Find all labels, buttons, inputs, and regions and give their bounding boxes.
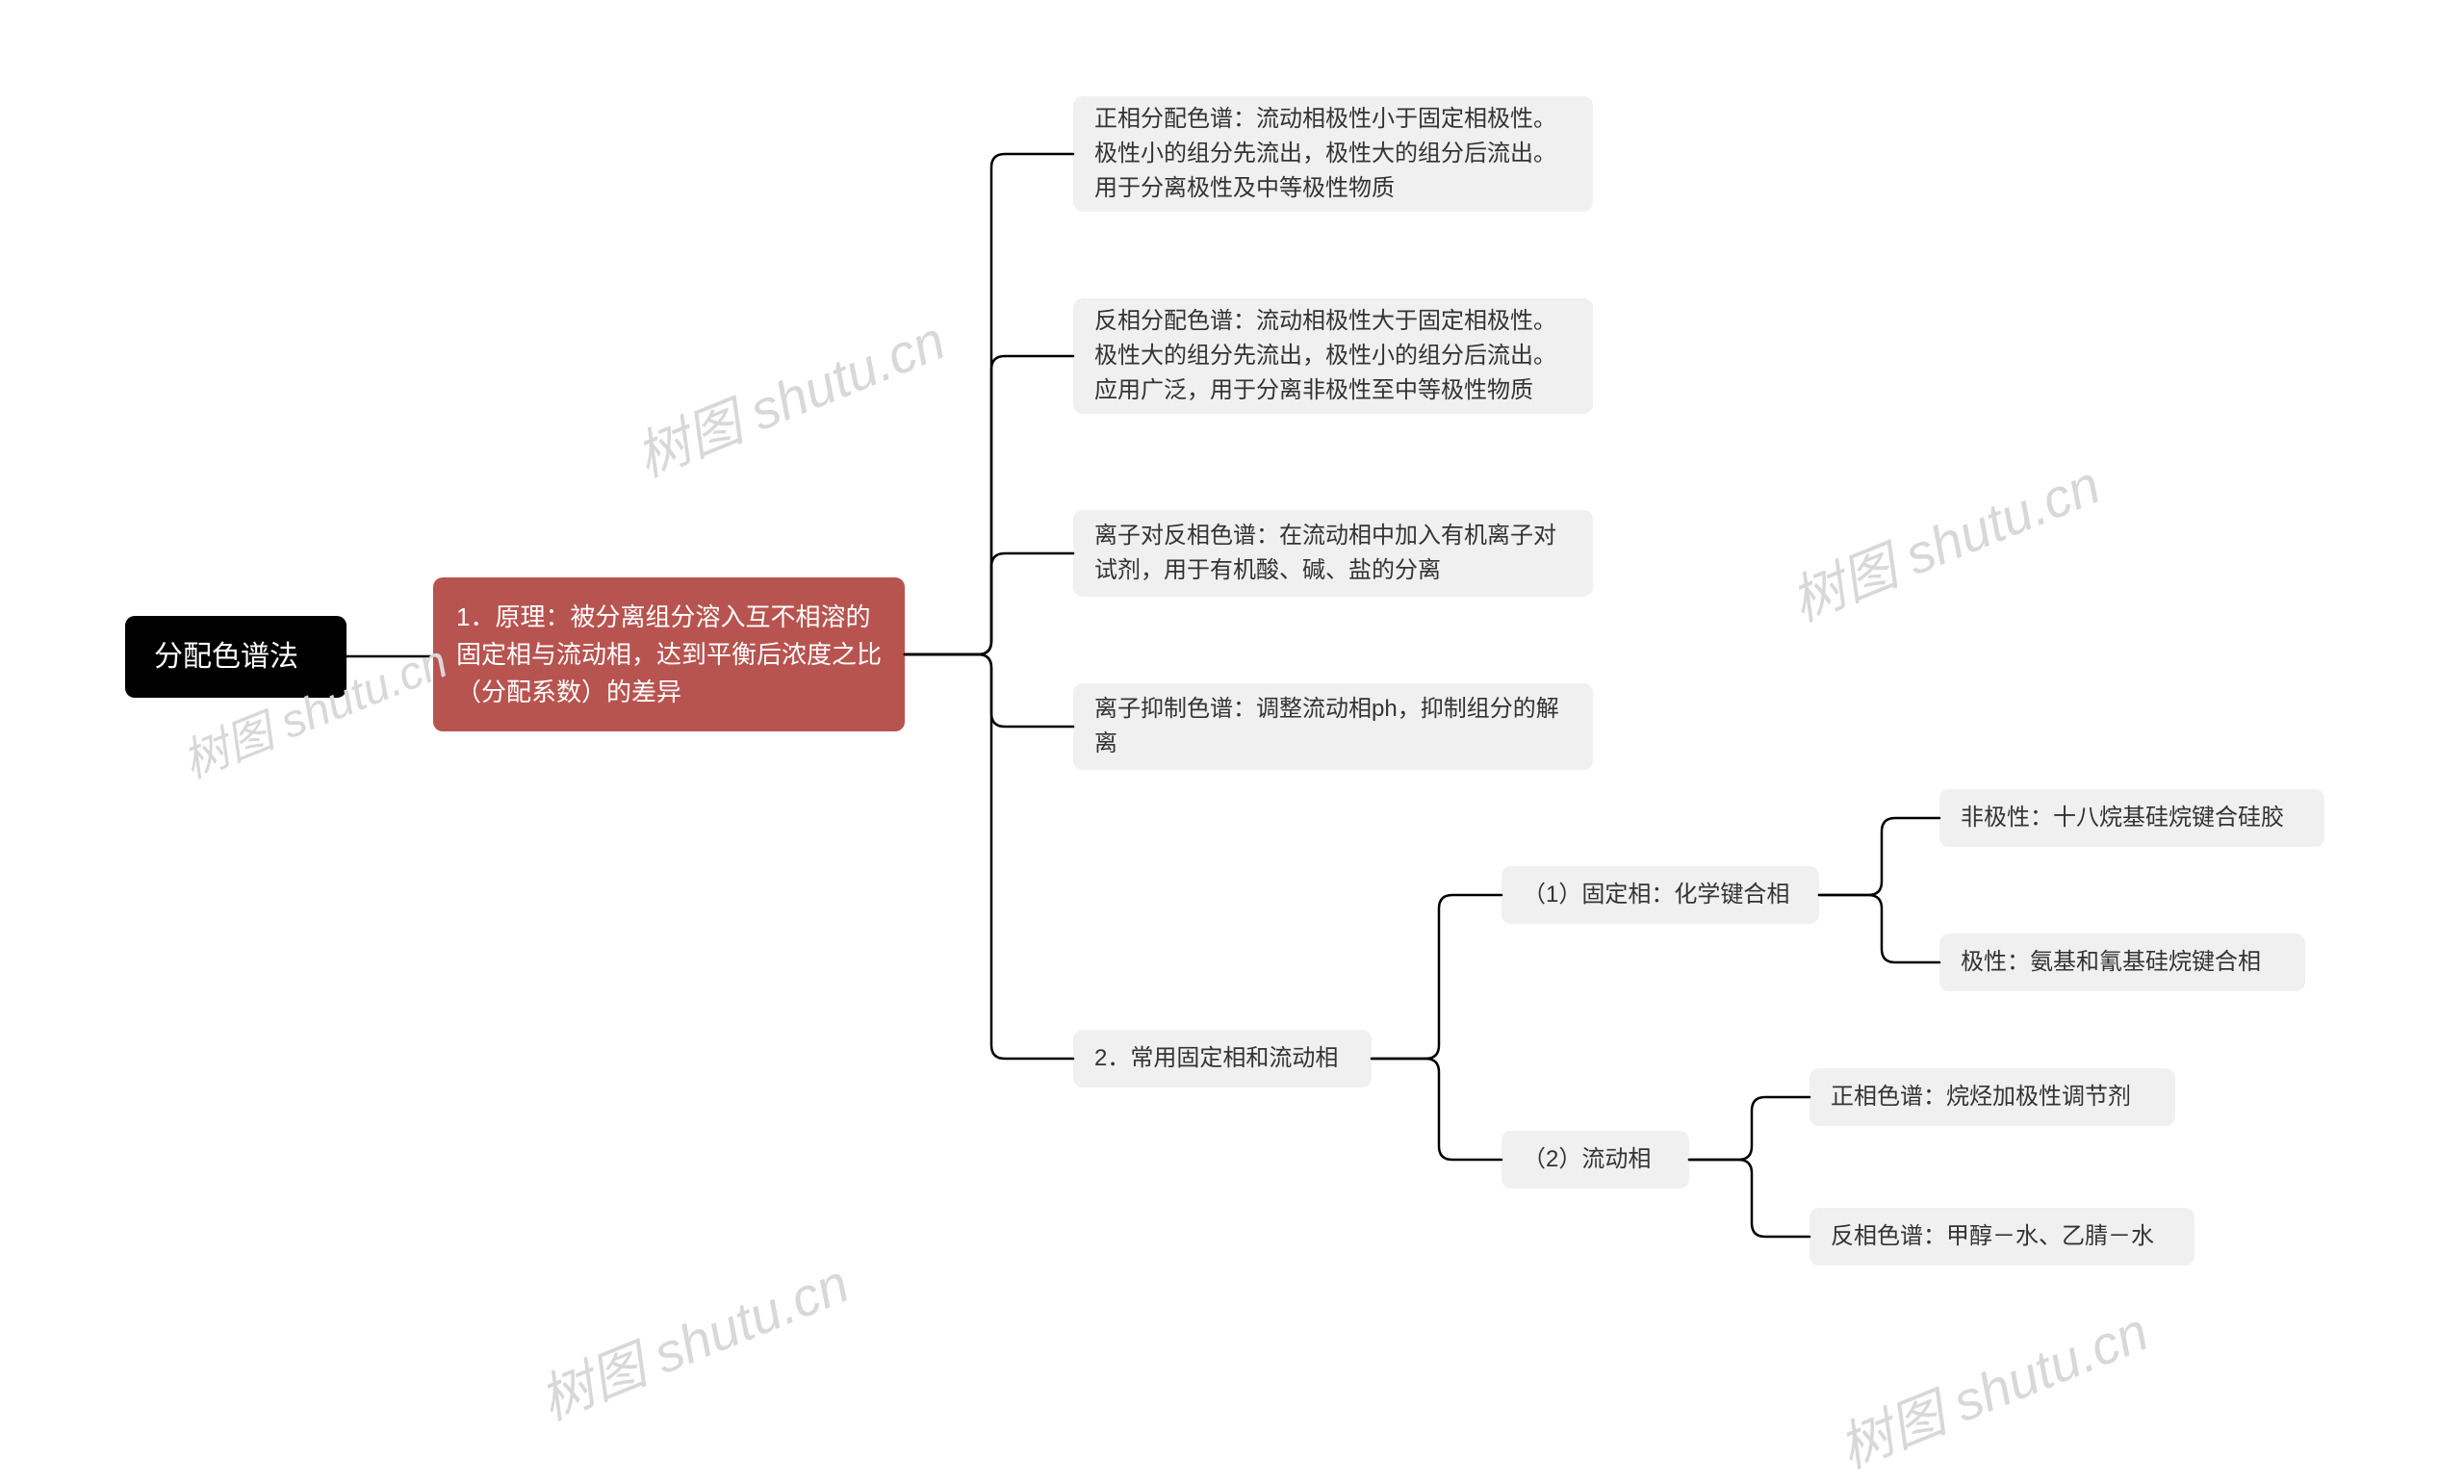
node-label: 离子对反相色谱：在流动相中加入有机离子对试剂，用于有机酸、碱、盐的分离 <box>1094 519 1572 588</box>
node-label: 离子抑制色谱：调整流动相ph，抑制组分的解离 <box>1094 692 1572 761</box>
mindmap-node-reverse-phase[interactable]: 反相分配色谱：流动相极性大于固定相极性。极性大的组分先流出，极性小的组分后流出。… <box>1073 298 1593 414</box>
mindmap-node-normal-phase[interactable]: 正相分配色谱：流动相极性小于固定相极性。极性小的组分先流出，极性大的组分后流出。… <box>1073 96 1593 212</box>
mindmap-node-ion-pair[interactable]: 离子对反相色谱：在流动相中加入有机离子对试剂，用于有机酸、碱、盐的分离 <box>1073 510 1593 597</box>
node-label: 1．原理：被分离组分溶入互不相溶的固定相与流动相，达到平衡后浓度之比（分配系数）… <box>456 599 882 711</box>
node-label: 正相分配色谱：流动相极性小于固定相极性。极性小的组分先流出，极性大的组分后流出。… <box>1094 102 1572 206</box>
mindmap-node-mobile-phase[interactable]: （2）流动相 <box>1502 1131 1689 1189</box>
root-label: 分配色谱法 <box>154 635 298 678</box>
watermark: 树图 shutu.cn <box>1826 1289 2158 1483</box>
watermark: 树图 shutu.cn <box>526 1241 859 1435</box>
node-label: 非极性：十八烷基硅烷键合硅胶 <box>1961 801 2284 835</box>
mindmap-node-stationary-phase[interactable]: （1）固定相：化学键合相 <box>1502 866 1819 924</box>
node-label: 反相色谱：甲醇－水、乙腈－水 <box>1831 1219 2154 1254</box>
watermark: 树图 shutu.cn <box>623 297 955 492</box>
mindmap-node-principle[interactable]: 1．原理：被分离组分溶入互不相溶的固定相与流动相，达到平衡后浓度之比（分配系数）… <box>433 577 905 731</box>
node-label: （1）固定相：化学键合相 <box>1523 878 1789 912</box>
node-label: 2．常用固定相和流动相 <box>1094 1041 1338 1076</box>
mindmap-node-nonpolar[interactable]: 非极性：十八烷基硅烷键合硅胶 <box>1939 789 2324 847</box>
mindmap-node-normal-mobile[interactable]: 正相色谱：烷烃加极性调节剂 <box>1810 1068 2175 1126</box>
mindmap-node-reverse-mobile[interactable]: 反相色谱：甲醇－水、乙腈－水 <box>1810 1208 2194 1266</box>
node-label: 正相色谱：烷烃加极性调节剂 <box>1831 1080 2131 1114</box>
node-label: 反相分配色谱：流动相极性大于固定相极性。极性大的组分先流出，极性小的组分后流出。… <box>1094 304 1572 408</box>
mindmap-node-ion-suppress[interactable]: 离子抑制色谱：调整流动相ph，抑制组分的解离 <box>1073 683 1593 770</box>
mindmap-node-polar[interactable]: 极性：氨基和氰基硅烷键合相 <box>1939 934 2305 991</box>
mindmap-node-common-phases[interactable]: 2．常用固定相和流动相 <box>1073 1030 1372 1087</box>
node-label: 极性：氨基和氰基硅烷键合相 <box>1961 945 2261 980</box>
watermark: 树图 shutu.cn <box>1778 442 2110 636</box>
node-label: （2）流动相 <box>1523 1142 1651 1177</box>
mindmap-root-node[interactable]: 分配色谱法 <box>125 616 346 698</box>
